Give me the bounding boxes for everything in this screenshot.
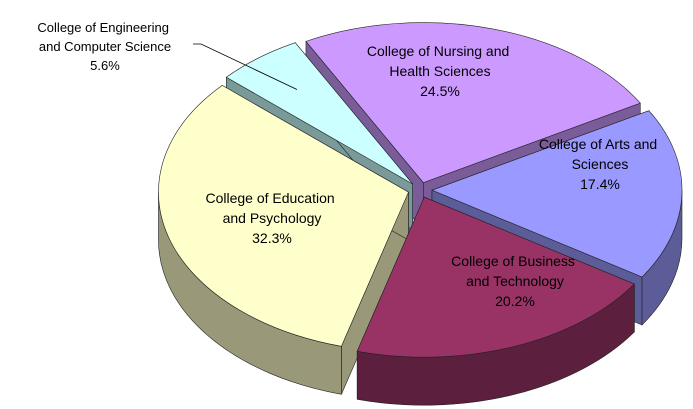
category-label: College of Engineering and Computer Scie… [37,20,172,54]
slice-top [431,110,683,278]
value-label: 5.6% [90,58,120,73]
label-line: College of Education [205,190,338,206]
slice-top [356,196,635,358]
label-line: College of Business [451,253,579,269]
category-label: College of Arts and Sciences [539,136,661,172]
label-line: and Computer Science [39,39,171,54]
label-line: Health Sciences [389,63,490,79]
category-label: College of Business and Technology [451,253,579,289]
slice-top [158,85,409,347]
category-label: College of Education and Psychology [205,190,338,226]
value-label: 20.2% [495,293,535,309]
label-line: and Psychology [223,210,322,226]
slice [158,84,409,395]
label-line: Sciences [572,156,629,172]
value-label: 24.5% [420,83,460,99]
label-line: College of Engineering [37,20,172,35]
slice-top [305,22,641,183]
value-label: 17.4% [580,176,620,192]
label-line: and Technology [466,273,564,289]
label-line: College of Arts and [539,136,661,152]
value-label: 32.3% [252,230,292,246]
leader-line [193,43,298,90]
slice [356,196,635,406]
category-label: College of Nursing and Health Sciences [367,43,513,79]
label-line: College of Nursing and [367,43,513,59]
